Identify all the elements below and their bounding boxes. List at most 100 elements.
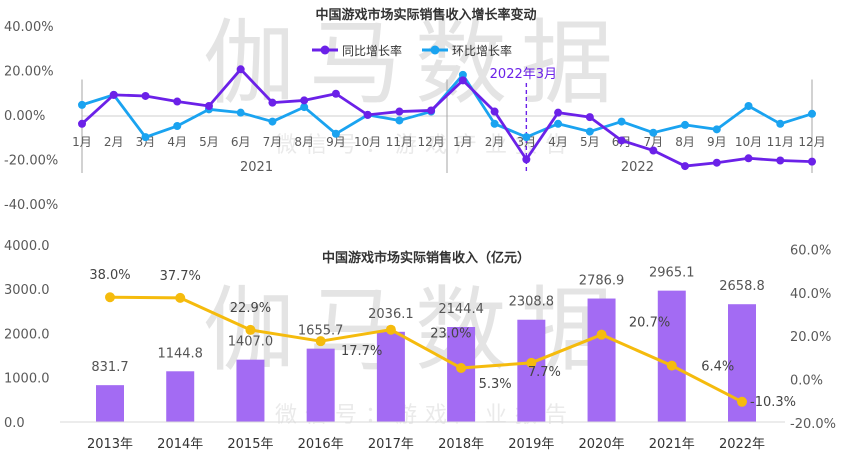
top-series-point-yoy [363, 110, 372, 119]
top-series-point-yoy [268, 98, 277, 107]
top-series-point-yoy [649, 146, 658, 155]
top-y-tick-label: -40.00% [4, 198, 58, 213]
bottom-x-tick-label: 2022年 [719, 437, 765, 452]
bottom-right-y-tick-label: -20.0% [790, 417, 836, 432]
watermark-large-bottom: 伽马数据 [203, 277, 627, 384]
bottom-bar-value-label: 2658.8 [719, 279, 765, 294]
top-series-point-mom [78, 100, 86, 109]
bottom-growth-point [737, 396, 747, 407]
top-series-point-mom [300, 103, 309, 112]
top-series-point-yoy [554, 108, 563, 117]
bottom-bar [96, 385, 124, 422]
top-x-tick-label: 3月 [136, 135, 156, 149]
top-series-point-mom [681, 120, 690, 129]
top-series-point-mom [395, 116, 404, 125]
top-series-point-mom [522, 133, 531, 142]
bottom-right-y-tick-label: 20.0% [790, 330, 831, 345]
bottom-growth-value-label: 17.7% [341, 344, 382, 359]
top-series-point-mom [712, 125, 721, 134]
bottom-bar-value-label: 2786.9 [579, 274, 625, 289]
top-x-tick-label: 8月 [294, 135, 314, 149]
top-series-point-yoy [744, 154, 753, 163]
top-series-point-yoy [204, 101, 213, 110]
bottom-growth-point [105, 292, 115, 303]
bottom-bar-value-label: 1144.8 [157, 346, 203, 361]
top-series-point-yoy [522, 155, 531, 164]
top-x-tick-label: 1月 [453, 135, 473, 149]
top-y-tick-label: -20.00% [4, 154, 58, 169]
top-y-tick-label: 40.00% [4, 20, 54, 35]
bottom-right-y-tick-label: 0.0% [790, 374, 823, 389]
bottom-growth-point [385, 324, 396, 335]
top-x-tick-label: 11月 [386, 135, 413, 149]
bottom-growth-point [526, 357, 537, 368]
top-series-point-mom [554, 119, 563, 128]
bottom-left-y-tick-label: 0.0 [4, 416, 25, 431]
bottom-bar-value-label: 1407.0 [228, 335, 274, 350]
bottom-right-y-tick-label: 60.0% [790, 244, 831, 259]
top-x-tick-label: 2月 [485, 135, 505, 149]
bottom-bar [376, 331, 405, 422]
top-x-tick-label: 4月 [167, 135, 187, 149]
bottom-x-tick-label: 2014年 [157, 437, 203, 452]
bottom-growth-point [175, 292, 186, 303]
bottom-bar-value-label: 2308.8 [509, 295, 555, 310]
bottom-growth-value-label: -10.3% [750, 395, 796, 410]
watermark: 伽马数据 微信号：游戏产业报告 伽马数据 微信号：游戏产业报告 [203, 10, 627, 428]
top-y-tick-label: 20.00% [4, 65, 54, 80]
legend-marker-yoy [320, 45, 330, 55]
bottom-bar-value-label: 2144.4 [438, 302, 484, 317]
bottom-bar-value-label: 1655.7 [298, 324, 344, 339]
top-series-point-mom [617, 117, 626, 126]
top-series-point-yoy [490, 107, 499, 116]
bottom-growth-value-label: 23.0% [430, 327, 471, 342]
bottom-bar [657, 290, 686, 422]
top-series-point-yoy [236, 65, 245, 74]
top-series-point-mom [808, 109, 816, 118]
top-x-tick-label: 4月 [548, 135, 568, 149]
top-series-point-yoy [712, 158, 721, 167]
bottom-growth-value-label: 7.7% [528, 365, 561, 380]
bottom-x-tick-label: 2015年 [227, 437, 273, 452]
top-series-point-mom [744, 101, 753, 110]
bottom-chart-title: 中国游戏市场实际销售收入（亿元） [322, 250, 530, 266]
bottom-x-tick-label: 2021年 [649, 437, 695, 452]
top-series-point-mom [173, 122, 182, 131]
top-x-tick-label: 9月 [326, 135, 346, 149]
top-x-tick-label: 7月 [263, 135, 283, 149]
legend-label-yoy: 同比增长率 [342, 43, 402, 58]
top-series-point-yoy [776, 156, 785, 165]
top-series-point-mom [268, 117, 277, 126]
legend-label-mom: 环比增长率 [452, 43, 512, 58]
top-x-tick-label: 8月 [675, 135, 695, 149]
bottom-bar [306, 348, 335, 422]
top-legend: 同比增长率 环比增长率 [312, 43, 512, 58]
bottom-x-tick-label: 2020年 [579, 437, 625, 452]
bottom-x-tick-label: 2018年 [438, 437, 484, 452]
top-series-point-mom [776, 119, 785, 128]
top-x-tick-label: 1月 [72, 135, 92, 149]
watermark-large-top: 伽马数据 [203, 10, 627, 117]
top-series-point-mom [458, 70, 467, 79]
top-series-point-yoy [617, 136, 626, 145]
bottom-bar [236, 359, 265, 422]
top-x-tick-label: 5月 [199, 135, 219, 149]
top-series-point-yoy [585, 113, 594, 122]
bottom-bar [517, 319, 546, 422]
top-series-line-mom [81, 73, 813, 139]
top-series-point-yoy [331, 89, 340, 98]
bottom-bar-value-label: 2965.1 [649, 266, 695, 281]
top-x-tick-label: 2月 [104, 135, 124, 149]
bottom-bar-value-label: 2036.1 [368, 307, 414, 322]
top-series-point-mom [585, 127, 594, 136]
bottom-left-y-tick-label: 3000.0 [4, 283, 50, 298]
top-x-tick-label: 11月 [767, 135, 794, 149]
bottom-chart: 4000.0 3000.0 2000.0 1000.0 0.0 60.0% 40.0% 20.… [4, 239, 836, 452]
top-y-tick-label: 0.00% [4, 109, 45, 124]
bottom-x-tick-label: 2013年 [87, 437, 133, 452]
bottom-growth-point [315, 336, 326, 347]
top-chart-title: 中国游戏市场实际销售收入增长率变动 [315, 7, 536, 23]
bottom-growth-point [245, 324, 256, 335]
top-series-point-mom [331, 129, 340, 138]
top-series-point-yoy [458, 76, 467, 85]
